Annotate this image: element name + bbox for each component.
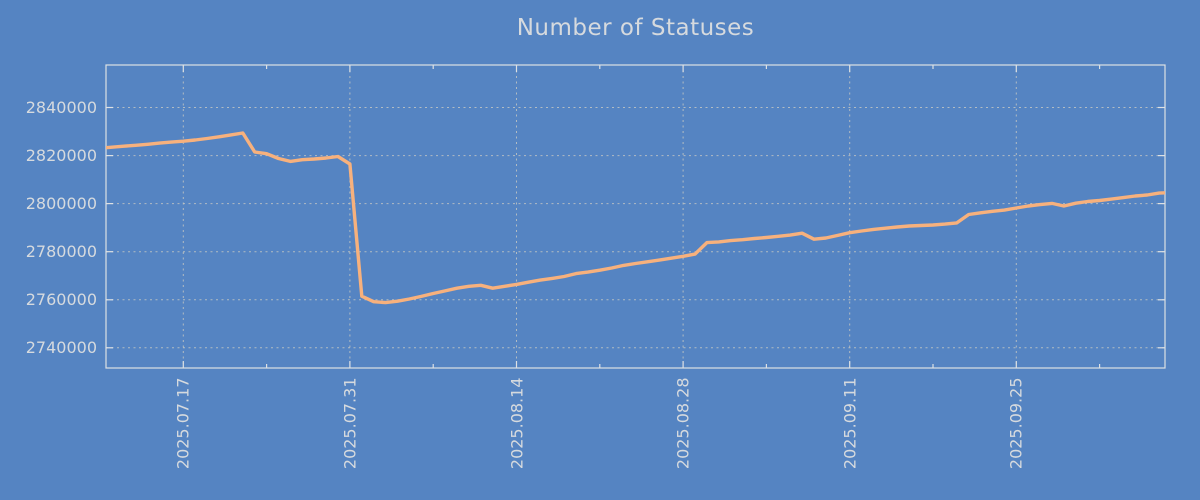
x-axis-tick-label: 2025.07.31 <box>340 377 360 469</box>
y-axis-tick-label: 2760000 <box>25 289 97 309</box>
plot-frame <box>105 64 1166 369</box>
y-axis-tick-label: 2740000 <box>25 337 97 357</box>
y-axis-tick-label: 2840000 <box>25 97 97 117</box>
x-axis-tick-label: 2025.09.11 <box>840 377 860 469</box>
x-axis-tick-label: 2025.07.17 <box>173 377 193 469</box>
chart-title: Number of Statuses <box>516 15 755 41</box>
x-axis-tick-label: 2025.08.28 <box>673 377 693 469</box>
y-axis-tick-label: 2820000 <box>25 145 97 165</box>
x-axis-tick-label: 2025.09.25 <box>1006 377 1026 469</box>
data-series-line <box>106 131 1165 305</box>
y-axis-tick-label: 2780000 <box>25 241 97 261</box>
y-axis-tick-label: 2800000 <box>25 193 97 213</box>
x-axis-tick-label: 2025.08.14 <box>507 377 526 469</box>
